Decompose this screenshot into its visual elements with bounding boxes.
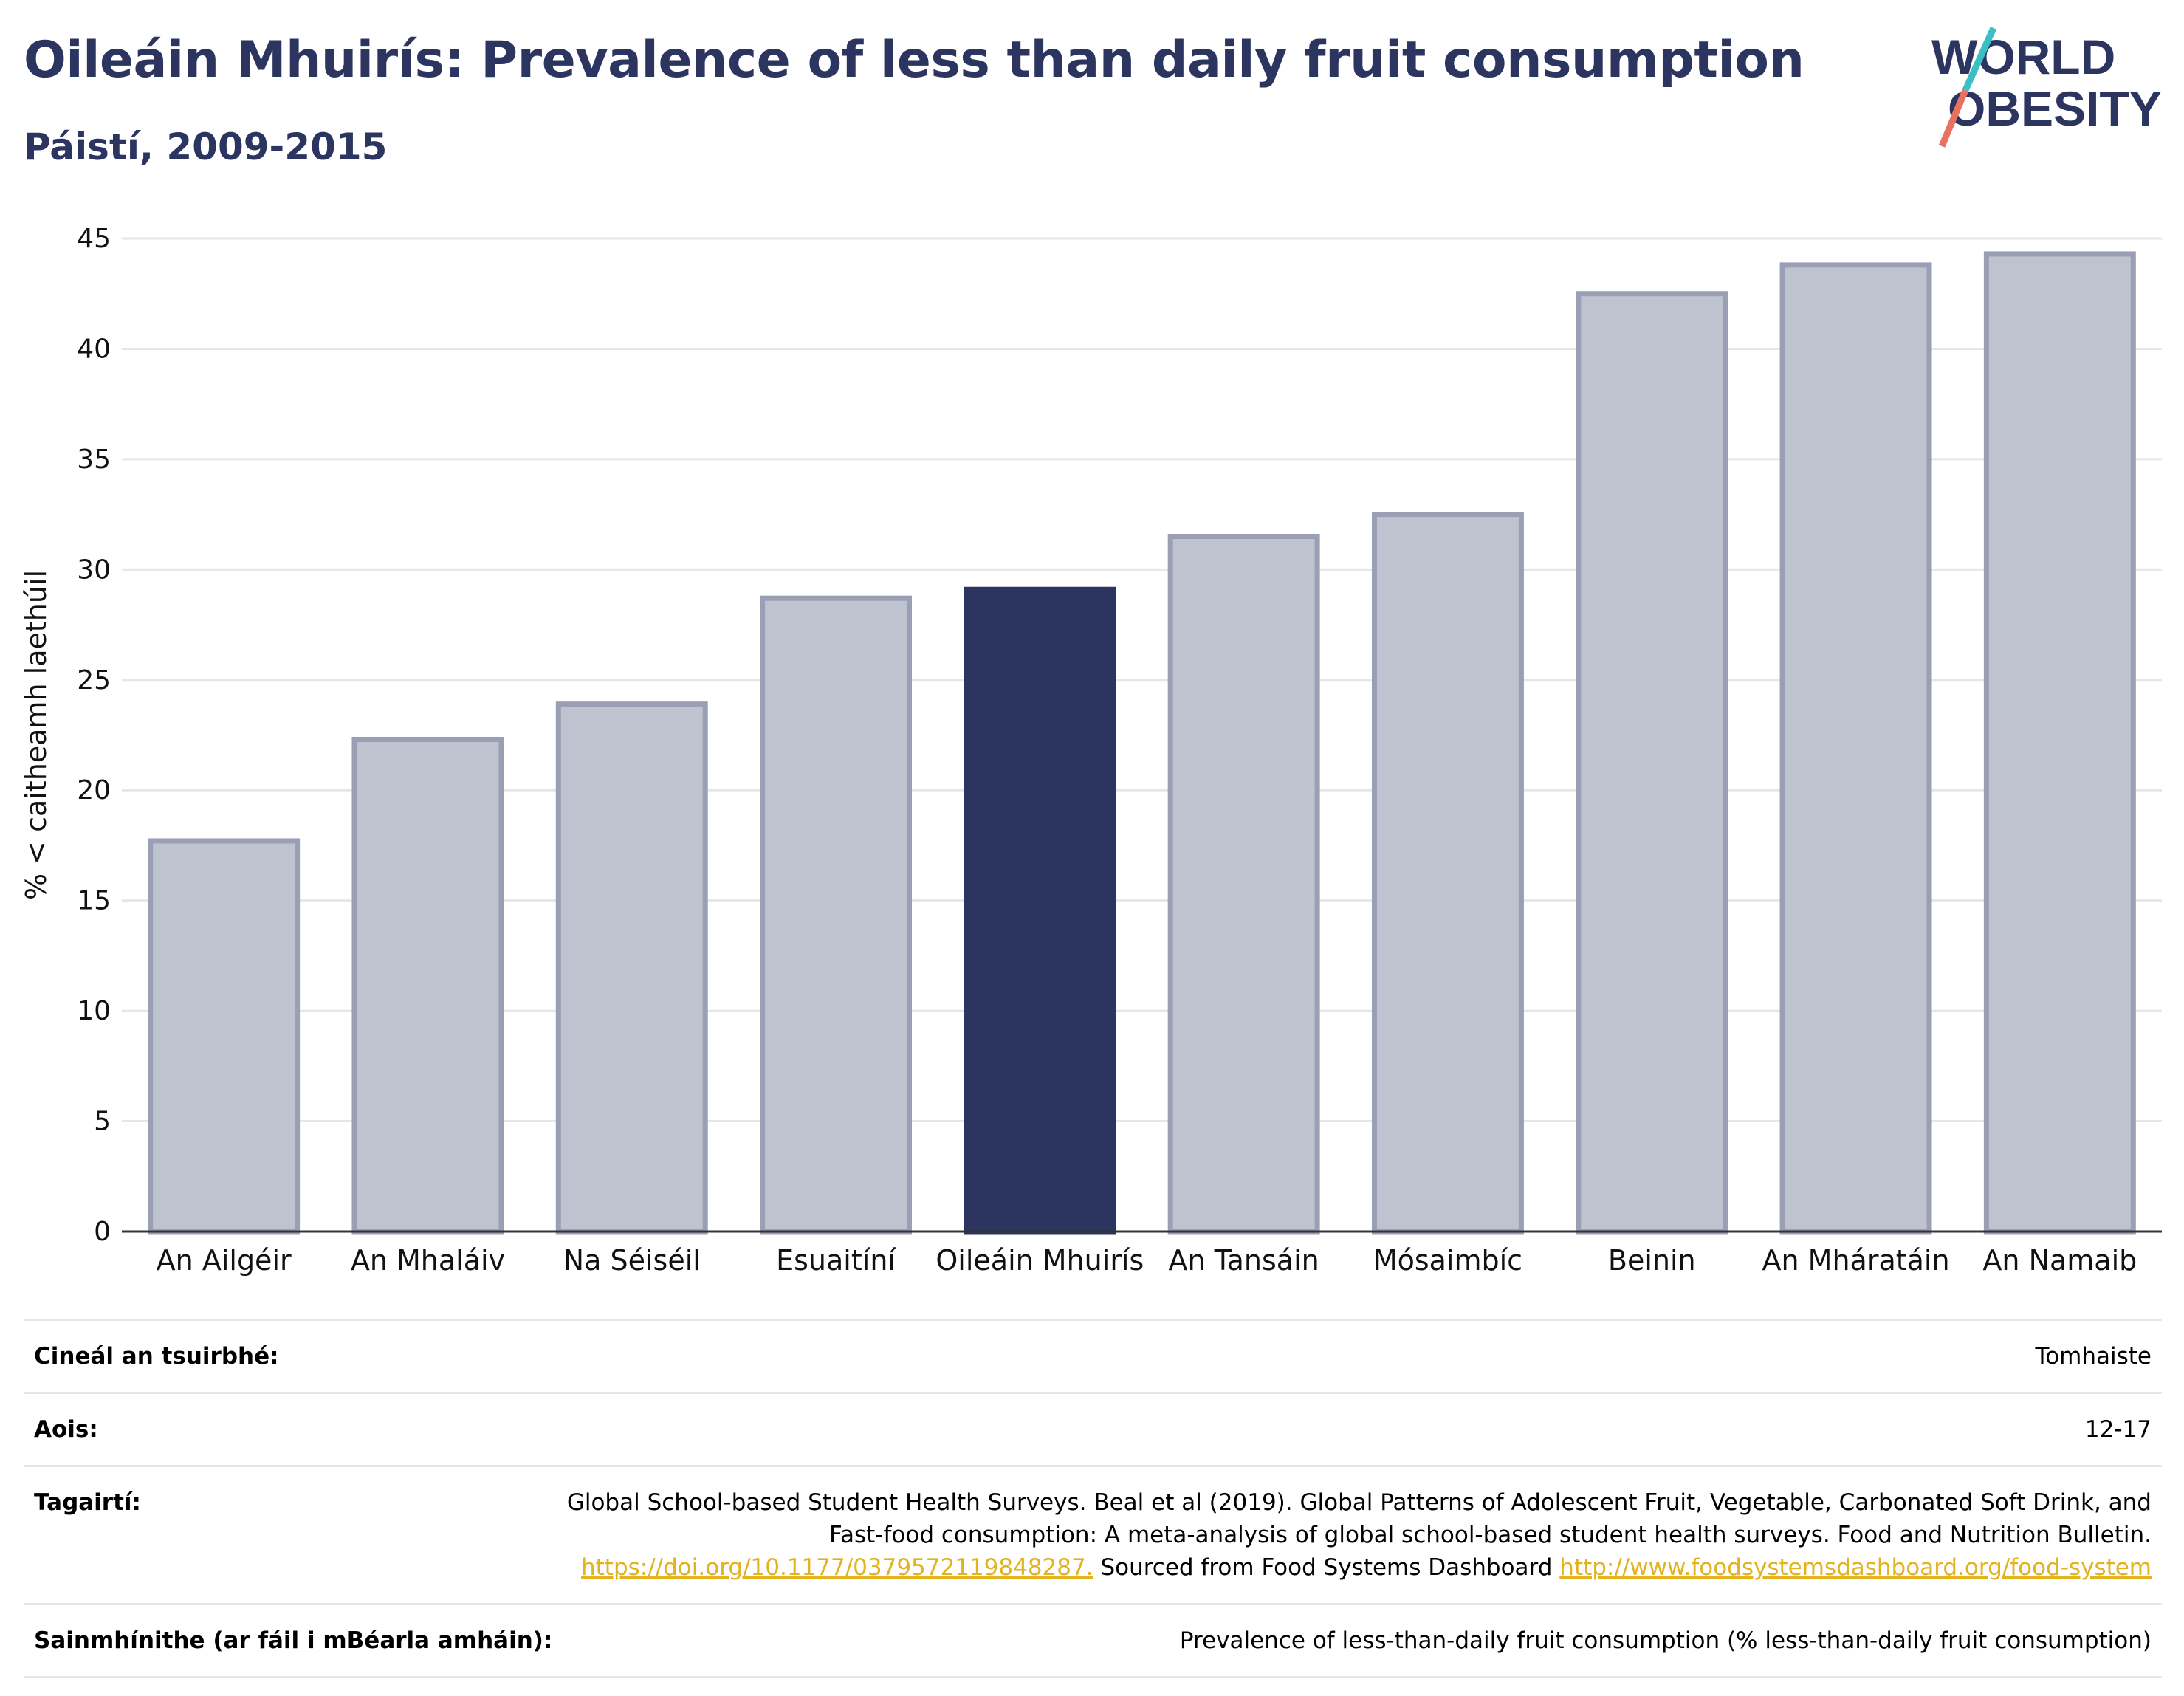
bar [555,701,708,1235]
x-tick-label: An Ailgéir [157,1244,292,1277]
meta-value: Tomhaiste [2035,1343,2152,1370]
y-tick-label: 10 [77,996,111,1026]
meta-label: Tagairtí: [34,1489,141,1516]
x-tick-label: Mósaimbíc [1373,1244,1522,1277]
y-tick-label: 35 [77,444,111,475]
y-tick-label: 45 [77,224,111,254]
x-tick-label: Esuaitíní [776,1244,896,1277]
bar [1983,251,2136,1235]
x-tick-label: An Namaib [1982,1244,2137,1277]
logo-slash-coral [1938,89,1969,148]
y-tick-label: 30 [77,555,111,585]
y-tick-label: 0 [94,1217,111,1247]
logo-slash-teal [1962,27,1997,92]
meta-value-references: Global School-based Student Health Surve… [564,1486,2152,1584]
y-tick-label: 40 [77,334,111,364]
chart-subtitle: Páistí, 2009-2015 [24,126,388,168]
x-tick-label: An Mhaláiv [351,1244,505,1277]
reference-text: Global School-based Student Health Surve… [566,1489,2152,1548]
meta-row-survey-type: Cineál an tsuirbhé: Tomhaiste [24,1319,2162,1392]
y-axis-ticks: 0 5 10 15 20 25 30 35 40 45 [77,224,111,1247]
meta-value: 12-17 [2084,1416,2152,1443]
bar [1576,291,1728,1235]
meta-row-definitions: Sainmhínithe (ar fáil i mBéarla amháin):… [24,1603,2162,1678]
bar [148,838,301,1235]
y-tick-label: 20 [77,775,111,806]
x-tick-label: Oileáin Mhuirís [935,1244,1144,1277]
bar [1167,534,1320,1235]
bar [1371,512,1524,1235]
meta-row-references: Tagairtí: Global School-based Student He… [24,1465,2162,1603]
doi-link[interactable]: https://doi.org/10.1177/0379572119848287… [581,1554,1093,1581]
y-tick-label: 15 [77,886,111,916]
bars [148,251,2136,1235]
meta-label: Aois: [34,1416,98,1443]
meta-label: Sainmhínithe (ar fáil i mBéarla amháin): [34,1627,553,1654]
y-tick-label: 25 [77,665,111,696]
logo-line2: OBESITY [1948,81,2162,136]
x-axis-ticks: An Ailgéir An Mhaláiv Na Séiséil Esuaitíní O… [157,1244,2137,1277]
metadata-table: Cineál an tsuirbhé: Tomhaiste Aois: 12-1… [24,1319,2162,1678]
meta-label: Cineál an tsuirbhé: [34,1343,279,1370]
bar-chart: 0 5 10 15 20 25 30 35 40 45 An Ailgéir An Mhaláiv N… [20,224,2162,1277]
reference-source-text: Sourced from Food Systems Dashboard [1100,1554,1553,1581]
logo-line1: WORLD [1931,30,2115,84]
x-tick-label: Beinin [1608,1244,1696,1277]
bar [1779,262,1932,1235]
bar [351,736,504,1235]
y-axis-label: % < caitheamh laethúil [20,570,52,900]
bar [760,595,913,1235]
food-systems-dashboard-link[interactable]: http://www.foodsystemsdashboard.org/food… [1559,1554,2152,1581]
meta-row-age: Aois: 12-17 [24,1392,2162,1465]
x-tick-label: An Mháratáin [1762,1244,1950,1277]
chart-title: Oileáin Mhuirís: Prevalence of less than… [24,31,1804,89]
bar-highlighted [964,586,1116,1235]
x-tick-label: Na Séiséil [563,1244,701,1277]
y-tick-label: 5 [94,1107,111,1137]
meta-value: Prevalence of less-than-daily fruit cons… [1179,1627,2152,1654]
world-obesity-logo: WORLD OBESITY [1931,27,2162,148]
x-tick-label: An Tansáin [1169,1244,1319,1277]
